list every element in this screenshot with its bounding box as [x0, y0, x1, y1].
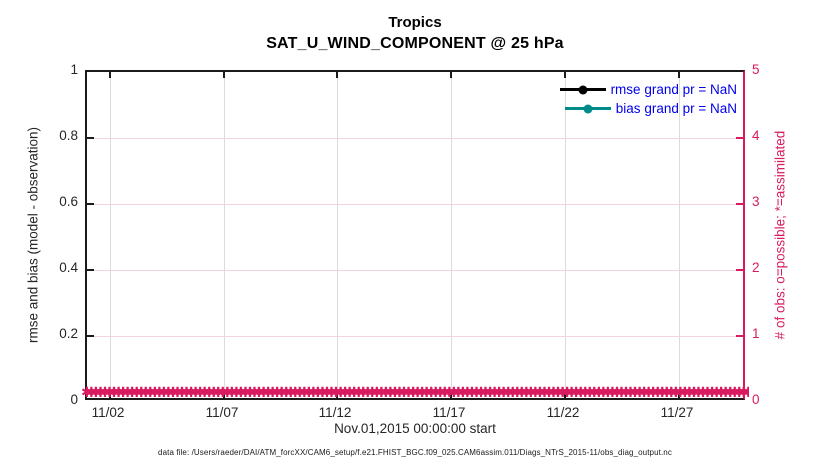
x-gridline [565, 72, 566, 398]
right-y-tick-label: 1 [752, 326, 760, 341]
chart-subtitle: SAT_U_WIND_COMPONENT @ 25 hPa [266, 35, 564, 52]
x-tick-mark [109, 391, 111, 398]
bias-marker-icon [583, 104, 593, 113]
x-tick-mark-top [336, 72, 338, 78]
left-y-tick-label: 0.2 [59, 326, 78, 341]
left-y-tick-label: 0.6 [59, 194, 78, 209]
x-gridline [451, 72, 452, 398]
x-tick-label: 11/22 [546, 405, 580, 420]
right-y-tick-mark [736, 269, 743, 271]
x-tick-mark [223, 391, 225, 398]
legend-item-rmse: rmse grand pr = NaN [559, 80, 737, 99]
chart-title: Tropics [388, 14, 442, 31]
x-tick-label: 11/07 [205, 405, 239, 420]
left-y-axis-label: rmse and bias (model - observation) [25, 126, 41, 344]
right-y-tick-mark [736, 335, 743, 337]
rmse-line-swatch [559, 85, 606, 94]
x-gridline [337, 72, 338, 398]
left-y-tick-label: 1 [70, 62, 78, 77]
right-y-tick-label: 3 [752, 194, 760, 209]
right-y-tick-mark [736, 137, 743, 139]
y-gridline [87, 270, 743, 271]
x-tick-label: 11/27 [660, 405, 694, 420]
right-y-tick-label: 2 [752, 260, 760, 275]
x-gridline [224, 72, 225, 398]
legend: rmse grand pr = NaN bias grand pr = NaN [559, 80, 737, 118]
x-tick-mark [450, 391, 452, 398]
x-tick-mark-top [109, 72, 111, 78]
left-y-tick-mark [87, 269, 94, 271]
right-y-tick-label: 4 [752, 128, 760, 143]
x-tick-mark-top [564, 72, 566, 78]
right-y-axis-label: # of obs: o=possible; *=assimilated [772, 130, 788, 340]
right-y-tick-label: 0 [752, 392, 760, 407]
x-gridline [110, 72, 111, 398]
x-tick-mark-top [223, 72, 225, 78]
left-y-tick-label: 0.4 [59, 260, 78, 275]
data-file-path: data file: /Users/raeder/DAI/ATM_forcXX/… [158, 448, 672, 457]
left-y-tick-label: 0 [70, 392, 78, 407]
rmse-marker-icon [578, 85, 588, 94]
bias-line-swatch [564, 104, 611, 113]
legend-label-bias: bias grand pr = NaN [615, 101, 737, 116]
left-y-tick-mark [87, 137, 94, 139]
x-tick-label: 11/17 [432, 405, 466, 420]
x-tick-label: 11/02 [91, 405, 125, 420]
left-y-tick-mark [87, 203, 94, 205]
obs-marker-band: ✱✱✱✱✱✱✱✱✱✱✱✱✱✱✱✱✱✱✱✱✱✱✱✱✱✱✱✱✱✱✱✱✱✱✱✱✱✱✱✱… [81, 386, 749, 401]
right-y-tick-label: 5 [752, 62, 760, 77]
y-gridline [87, 138, 743, 139]
x-gridline [679, 72, 680, 398]
x-tick-mark [336, 391, 338, 398]
left-y-tick-mark [87, 335, 94, 337]
legend-label-rmse: rmse grand pr = NaN [610, 82, 737, 97]
plot-area: ✱✱✱✱✱✱✱✱✱✱✱✱✱✱✱✱✱✱✱✱✱✱✱✱✱✱✱✱✱✱✱✱✱✱✱✱✱✱✱✱… [81, 70, 749, 401]
y-gridline [87, 204, 743, 205]
x-tick-mark-top [678, 72, 680, 78]
x-tick-mark-top [450, 72, 452, 78]
x-tick-mark [564, 391, 566, 398]
right-y-tick-mark [736, 203, 743, 205]
x-axis-label: Nov.01,2015 00:00:00 start [334, 421, 496, 436]
x-tick-mark [678, 391, 680, 398]
x-tick-label: 11/12 [318, 405, 352, 420]
left-y-tick-label: 0.8 [59, 128, 78, 143]
legend-item-bias: bias grand pr = NaN [560, 99, 737, 118]
y-gridline [87, 336, 743, 337]
